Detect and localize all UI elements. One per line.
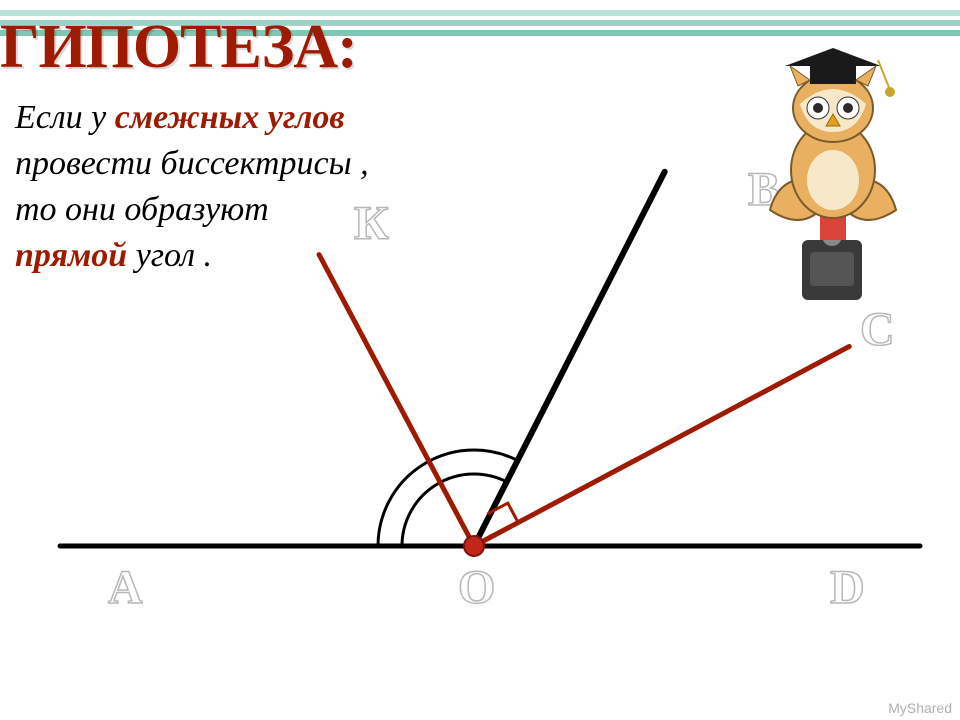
- hyp-mid1: провести биссектрисы ,: [15, 145, 369, 182]
- hyp-em2: прямой: [15, 237, 127, 274]
- hyp-em1: смежных углов: [115, 99, 345, 136]
- watermark: MyShared: [888, 700, 952, 716]
- page-title: ГИПОТЕЗА:: [0, 12, 357, 83]
- hyp-post: угол .: [127, 237, 212, 274]
- point-label-A: А: [108, 560, 143, 615]
- hyp-mid2: то они образуют: [15, 191, 269, 228]
- point-label-O: О: [458, 560, 495, 615]
- owl-mascot-icon: [740, 30, 925, 310]
- point-label-D: D: [830, 560, 865, 615]
- hyp-pre: Если у: [15, 99, 115, 136]
- point-label-C: С: [860, 302, 895, 357]
- hypothesis-text: Если у смежных углов провести биссектрис…: [15, 95, 369, 279]
